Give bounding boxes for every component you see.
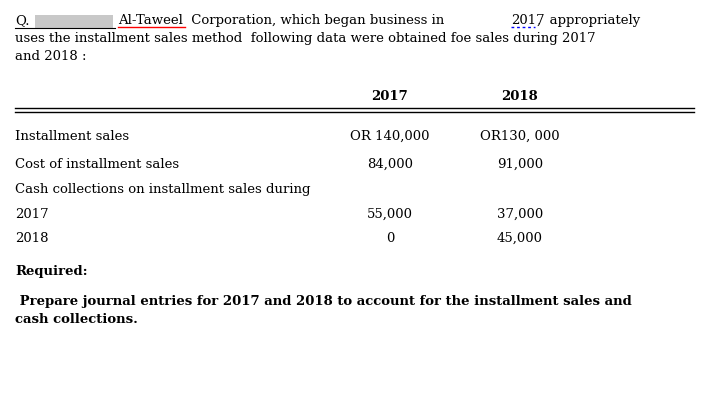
Text: OR130, 000: OR130, 000	[480, 130, 560, 143]
Text: 2018: 2018	[15, 232, 48, 245]
Text: uses the installment sales method  following data were obtained foe sales during: uses the installment sales method follow…	[15, 32, 596, 45]
Text: Prepare journal entries for 2017 and 2018 to account for the installment sales a: Prepare journal entries for 2017 and 201…	[15, 295, 632, 308]
Text: 45,000: 45,000	[497, 232, 543, 245]
Text: ,  appropriately: , appropriately	[537, 14, 640, 27]
Text: 55,000: 55,000	[367, 208, 413, 221]
Text: Required:: Required:	[15, 265, 88, 278]
Text: Installment sales: Installment sales	[15, 130, 129, 143]
Text: 2018: 2018	[502, 90, 538, 103]
Text: cash collections.: cash collections.	[15, 313, 138, 326]
Text: Cash collections on installment sales during: Cash collections on installment sales du…	[15, 183, 311, 196]
Text: 2017: 2017	[372, 90, 408, 103]
Text: OR 140,000: OR 140,000	[350, 130, 430, 143]
Text: 91,000: 91,000	[497, 158, 543, 171]
Text: and 2018 :: and 2018 :	[15, 50, 86, 63]
Text: Corporation, which began business in: Corporation, which began business in	[187, 14, 449, 27]
Text: 37,000: 37,000	[497, 208, 543, 221]
Text: Cost of installment sales: Cost of installment sales	[15, 158, 179, 171]
Text: 84,000: 84,000	[367, 158, 413, 171]
Text: Al-Taweel: Al-Taweel	[118, 14, 183, 27]
Text: 0: 0	[386, 232, 394, 245]
Text: 2017: 2017	[15, 208, 49, 221]
Text: 2017: 2017	[511, 14, 545, 27]
Bar	[35, 15, 113, 28]
Text: Q.: Q.	[15, 14, 30, 27]
